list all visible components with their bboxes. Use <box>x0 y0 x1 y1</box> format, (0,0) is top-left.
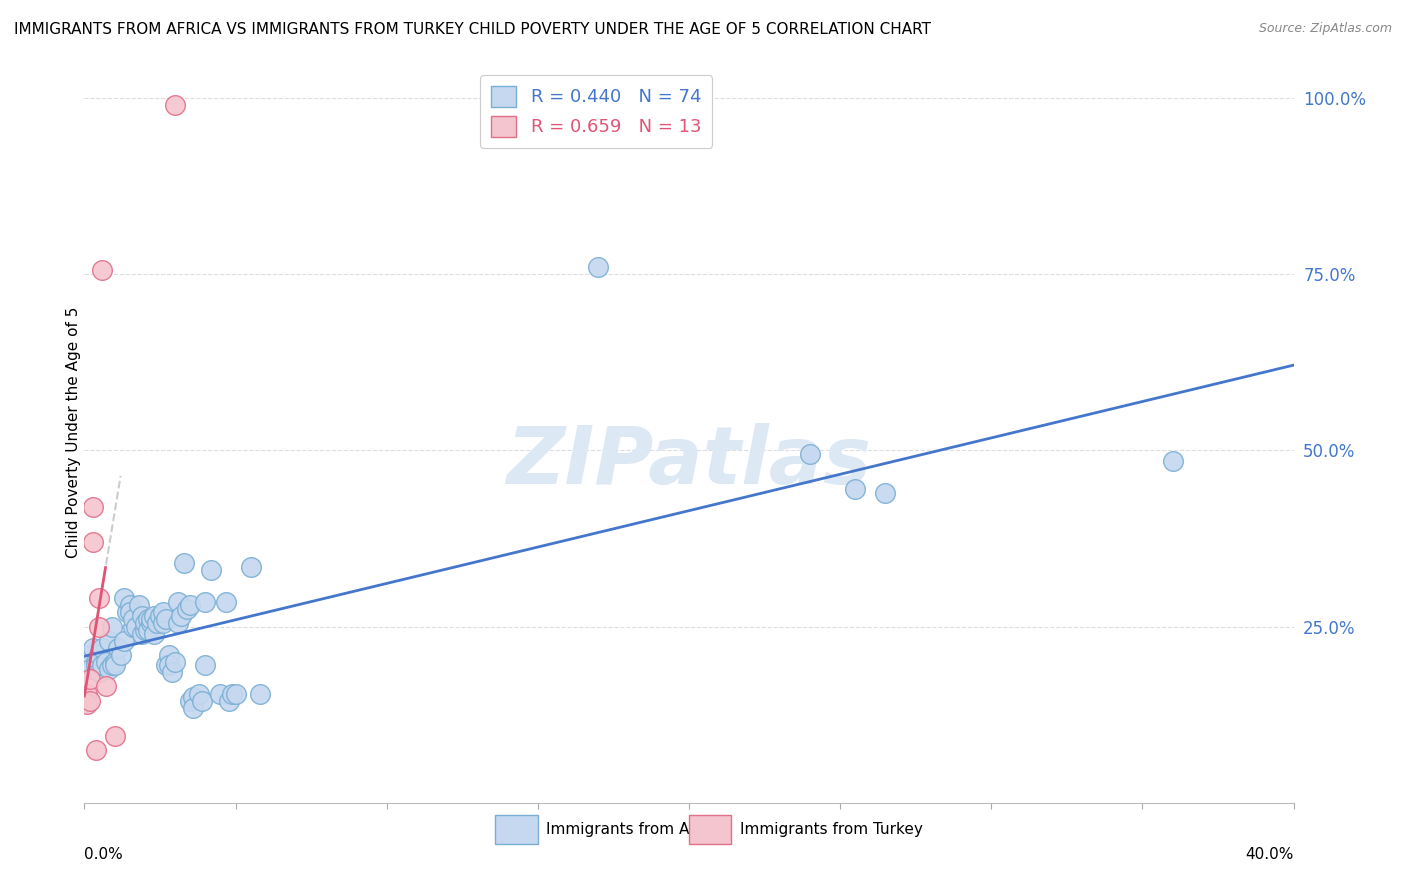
Text: Immigrants from Africa: Immigrants from Africa <box>547 822 723 837</box>
Point <box>91 263 114 277</box>
Point <box>86 655 108 669</box>
Point <box>79 693 101 707</box>
Point <box>97 662 120 676</box>
Point <box>91 658 114 673</box>
Point <box>94 655 117 669</box>
Point <box>89 665 111 680</box>
Point <box>134 623 156 637</box>
Point <box>1161 454 1184 468</box>
Point <box>200 563 222 577</box>
Point <box>89 591 111 606</box>
Text: 40.0%: 40.0% <box>1246 847 1294 863</box>
Point <box>181 690 204 704</box>
Point <box>215 595 238 609</box>
Point <box>155 612 177 626</box>
Point <box>112 591 135 606</box>
Point <box>139 615 162 630</box>
Point <box>176 602 198 616</box>
Point <box>115 606 138 620</box>
Point <box>112 633 135 648</box>
Point <box>157 658 180 673</box>
Point <box>218 693 240 707</box>
Point <box>125 619 148 633</box>
Point <box>79 648 101 662</box>
Point <box>152 615 174 630</box>
Point <box>76 697 98 711</box>
Point <box>173 556 195 570</box>
Point <box>167 595 190 609</box>
Point <box>170 609 193 624</box>
Text: Source: ZipAtlas.com: Source: ZipAtlas.com <box>1258 22 1392 36</box>
Point <box>82 535 104 549</box>
Point <box>94 680 117 694</box>
Point <box>142 609 165 624</box>
Point <box>82 640 104 655</box>
Point <box>588 260 610 274</box>
FancyBboxPatch shape <box>689 815 731 844</box>
Point <box>86 743 108 757</box>
Point <box>152 606 174 620</box>
Point <box>165 655 187 669</box>
Point <box>121 612 143 626</box>
Point <box>181 700 204 714</box>
Text: IMMIGRANTS FROM AFRICA VS IMMIGRANTS FROM TURKEY CHILD POVERTY UNDER THE AGE OF : IMMIGRANTS FROM AFRICA VS IMMIGRANTS FRO… <box>14 22 931 37</box>
Point <box>165 97 187 112</box>
Point <box>86 658 108 673</box>
Point <box>844 482 866 496</box>
Point <box>221 686 243 700</box>
Point <box>76 686 98 700</box>
Point <box>97 633 120 648</box>
Point <box>131 609 153 624</box>
Point <box>194 658 217 673</box>
Legend: R = 0.440   N = 74, R = 0.659   N = 13: R = 0.440 N = 74, R = 0.659 N = 13 <box>481 75 713 147</box>
Point <box>194 595 217 609</box>
Point <box>134 615 156 630</box>
Text: ZIPatlas: ZIPatlas <box>506 423 872 501</box>
Point <box>179 599 201 613</box>
Point <box>155 658 177 673</box>
Point <box>225 686 247 700</box>
Point <box>136 612 159 626</box>
Point <box>100 619 122 633</box>
Point <box>104 658 127 673</box>
Point <box>79 662 101 676</box>
Point <box>239 559 262 574</box>
Point <box>139 612 162 626</box>
Point <box>191 693 214 707</box>
Point <box>160 665 183 680</box>
Point <box>107 640 129 655</box>
Point <box>875 485 897 500</box>
Point <box>104 655 127 669</box>
Point <box>136 623 159 637</box>
Point <box>149 609 172 624</box>
Point <box>82 500 104 514</box>
Point <box>188 686 211 700</box>
Point <box>146 615 169 630</box>
Point <box>79 673 101 687</box>
Point <box>100 658 122 673</box>
Point <box>209 686 232 700</box>
Point <box>167 615 190 630</box>
Point <box>249 686 271 700</box>
Point <box>128 599 150 613</box>
Point <box>118 599 141 613</box>
Point <box>110 648 132 662</box>
Point <box>121 619 143 633</box>
Point <box>104 729 127 743</box>
Point <box>89 648 111 662</box>
Point <box>91 640 114 655</box>
Point <box>179 693 201 707</box>
Point <box>157 648 180 662</box>
Text: 0.0%: 0.0% <box>84 847 124 863</box>
FancyBboxPatch shape <box>495 815 538 844</box>
Y-axis label: Child Poverty Under the Age of 5: Child Poverty Under the Age of 5 <box>66 307 80 558</box>
Point <box>76 658 98 673</box>
Point <box>131 626 153 640</box>
Point <box>142 626 165 640</box>
Point <box>118 606 141 620</box>
Point <box>799 447 821 461</box>
Point <box>89 619 111 633</box>
Text: Immigrants from Turkey: Immigrants from Turkey <box>740 822 922 837</box>
